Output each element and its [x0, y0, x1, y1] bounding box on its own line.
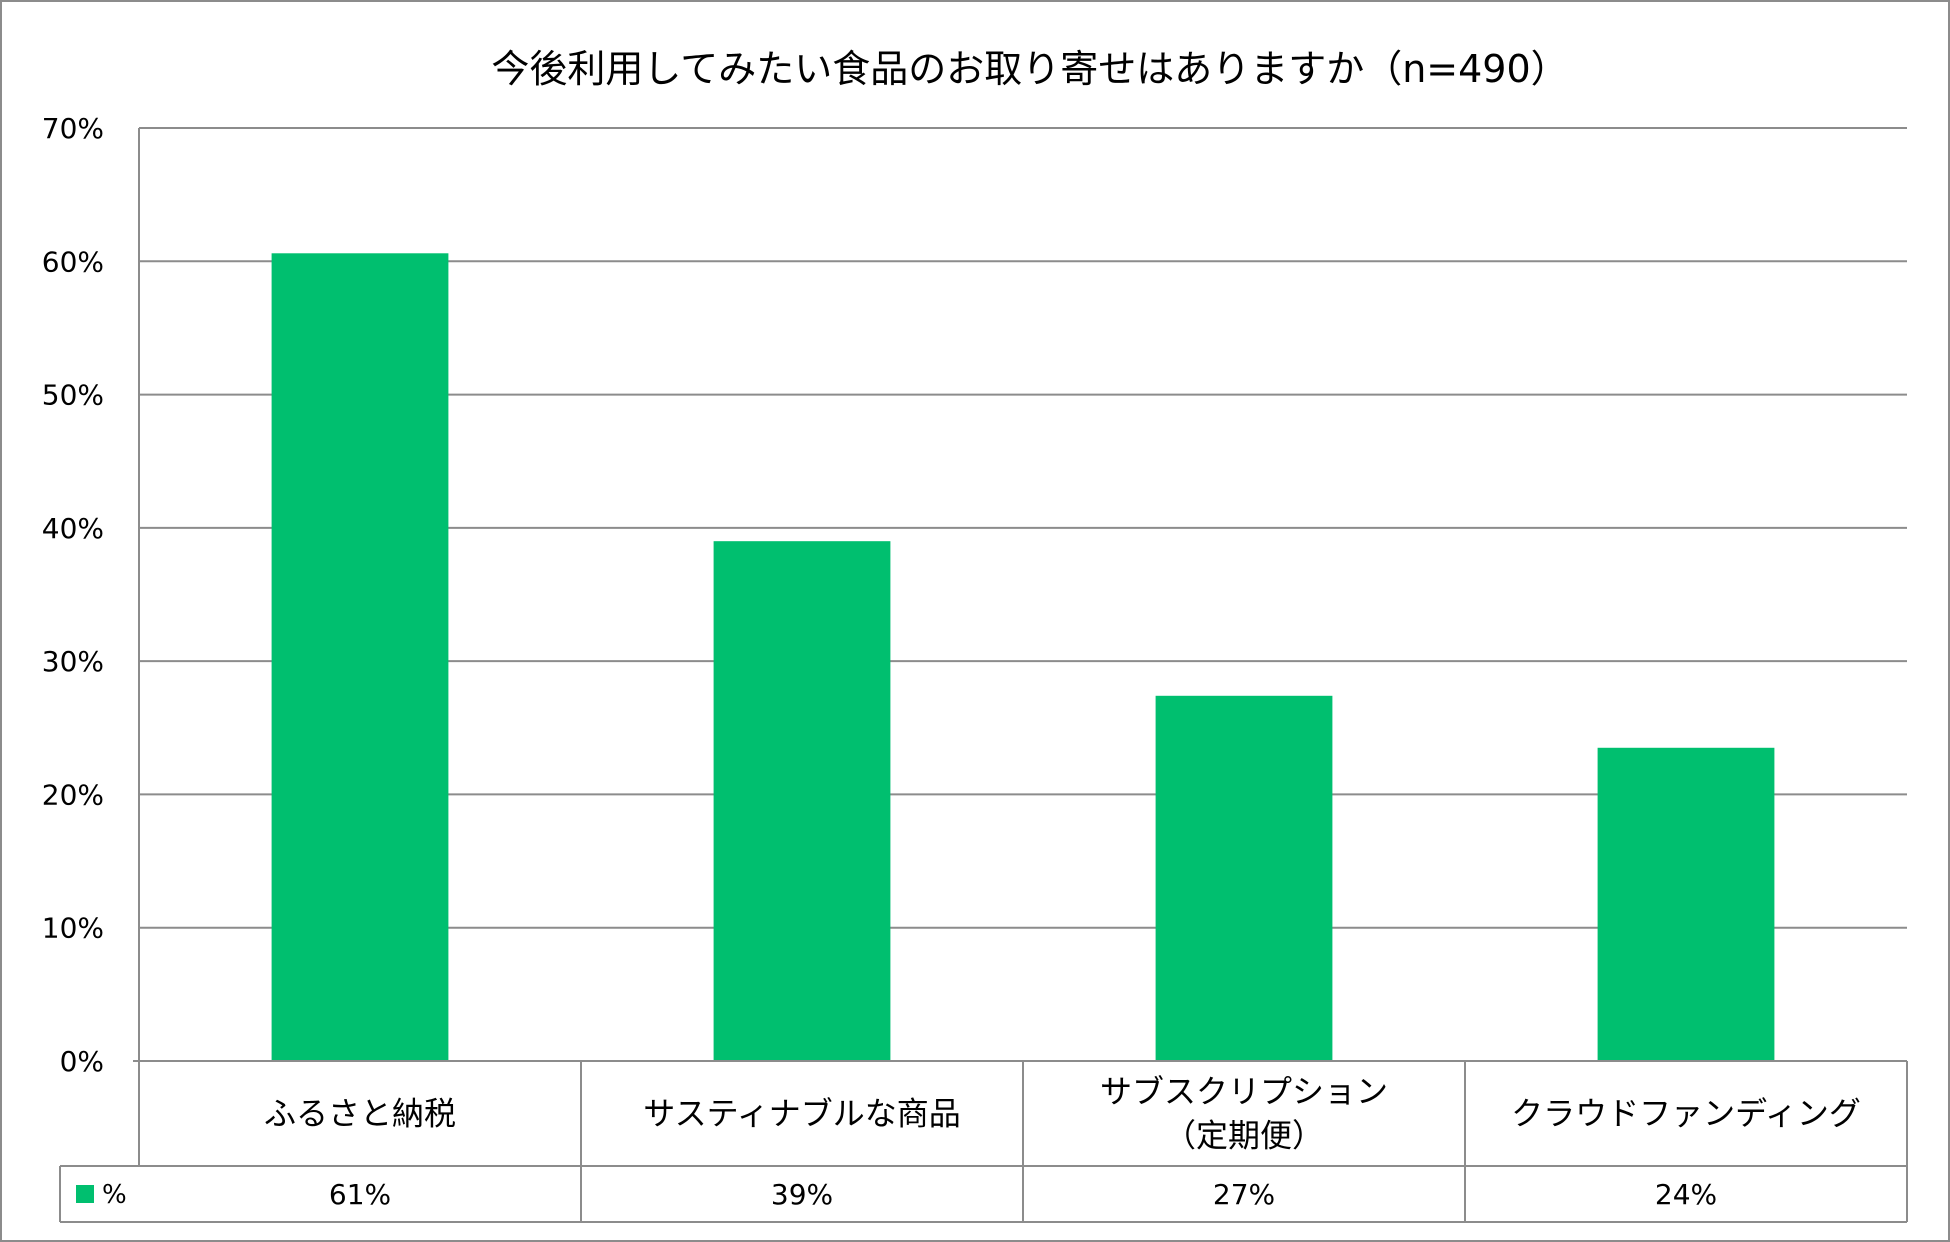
data-label: 27% — [1213, 1178, 1275, 1211]
chart-title: 今後利用してみたい食品のお取り寄せはありますか（n=490） — [491, 47, 1568, 91]
y-tick-label: 30% — [42, 645, 104, 678]
y-axis-ticks: 0% 10% 20% 30% 40% 50% 60% 70% — [42, 112, 104, 1078]
legend-swatch — [76, 1185, 94, 1203]
x-tick-label: サスティナブルな商品 — [643, 1095, 960, 1133]
y-tick-label: 50% — [42, 379, 104, 412]
y-tick-label: 10% — [42, 912, 104, 945]
data-label: 39% — [771, 1178, 833, 1211]
x-tick-label: ふるさと納税 — [264, 1095, 456, 1133]
data-label: 61% — [329, 1178, 391, 1211]
y-tick-label: 70% — [42, 112, 104, 145]
y-tick-label: 20% — [42, 778, 104, 811]
bar — [713, 541, 891, 1061]
bar — [1597, 747, 1775, 1061]
legend-label: % — [102, 1180, 127, 1210]
y-tick-label: 0% — [60, 1045, 104, 1078]
x-tick-label: サブスクリプション — [1100, 1073, 1388, 1111]
data-label: 24% — [1655, 1178, 1717, 1211]
data-table: ふるさと納税 サスティナブルな商品 サブスクリプション （定期便） クラウドファンディン… — [59, 1061, 1908, 1223]
bar — [271, 253, 449, 1061]
y-tick-label: 40% — [42, 512, 104, 545]
bar — [1155, 695, 1333, 1061]
x-tick-label: クラウドファンディング — [1511, 1095, 1861, 1133]
y-tick-label: 60% — [42, 245, 104, 278]
x-tick-label: （定期便） — [1164, 1117, 1324, 1155]
bars — [271, 253, 1775, 1061]
